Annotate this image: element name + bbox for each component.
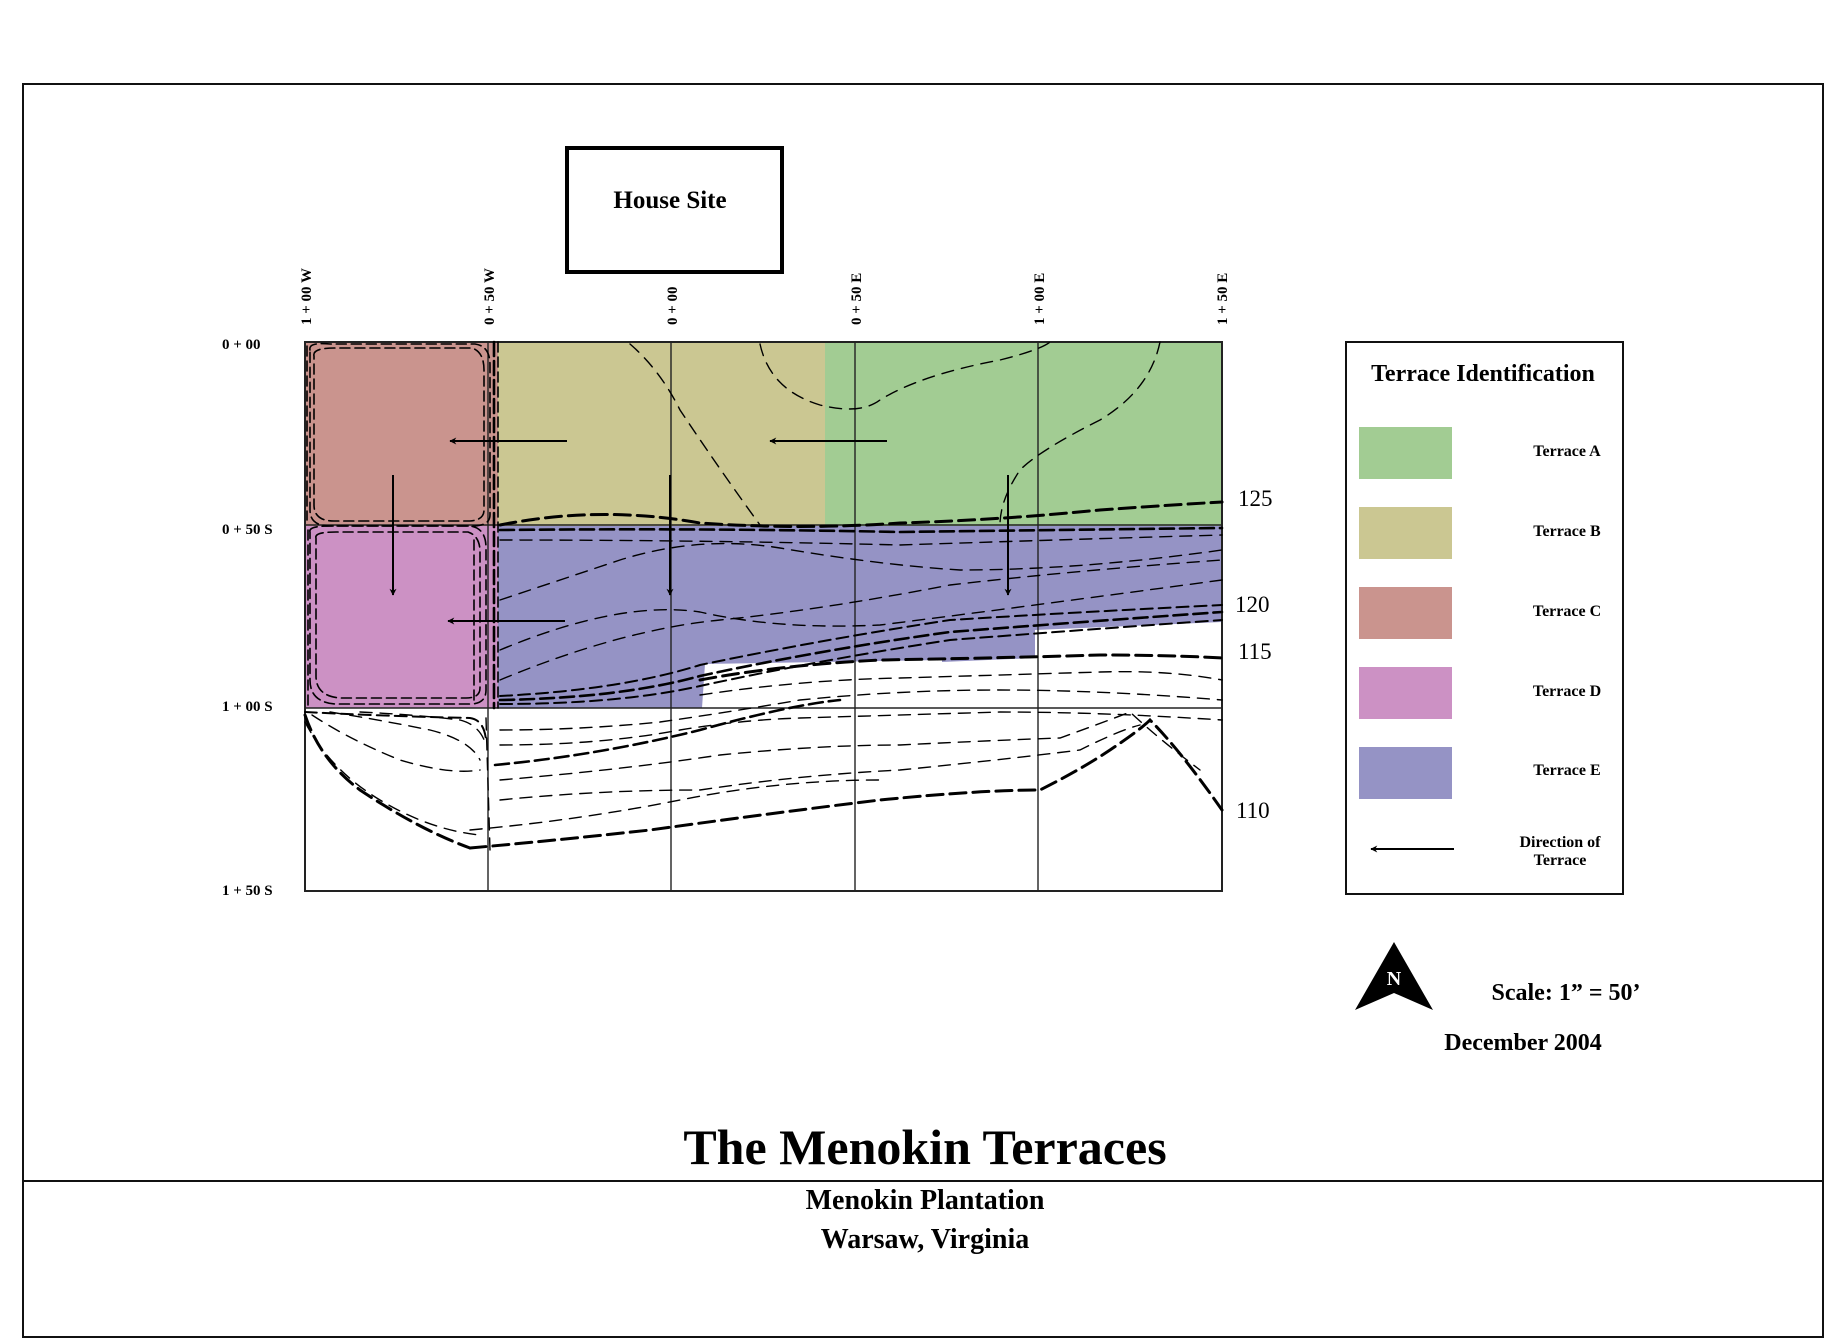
col-label: 1 + 00 W	[299, 268, 315, 325]
legend-swatch	[1359, 507, 1452, 559]
legend-label: Terrace B	[1533, 523, 1601, 540]
terrace-a-region	[825, 342, 1222, 526]
terrace-d-region	[305, 526, 498, 708]
row-label: 0 + 00	[222, 337, 261, 353]
terrace-c-region	[305, 342, 498, 526]
legend-label: Terrace E	[1533, 762, 1600, 779]
legend-label: Terrace A	[1533, 443, 1601, 460]
contour-labels: 125 120 115 110	[1235, 486, 1273, 823]
grid-column-labels: 1 + 00 W 0 + 50 W 0 + 00 0 + 50 E 1 + 00…	[299, 268, 1231, 325]
map-subtitle: Menokin Plantation	[806, 1185, 1045, 1216]
terrace-e-region	[498, 526, 1222, 708]
contour-label: 115	[1238, 639, 1272, 664]
north-arrow-icon: N	[1355, 942, 1433, 1010]
north-letter: N	[1387, 968, 1402, 990]
legend-direction-label: Terrace	[1534, 852, 1587, 869]
legend-box	[1345, 341, 1624, 895]
contour-label: 110	[1236, 798, 1270, 823]
contour-label: 120	[1235, 592, 1270, 617]
house-site: House Site	[565, 146, 784, 274]
legend-label: Terrace C	[1533, 603, 1601, 620]
map-subtitle: Warsaw, Virginia	[821, 1224, 1029, 1255]
terrace-b-region	[498, 342, 825, 526]
outer-frame	[22, 83, 1824, 1338]
legend-swatch	[1359, 587, 1452, 639]
legend-swatch	[1359, 747, 1452, 799]
terrace-direction-arrows	[389, 437, 1012, 625]
col-label: 0 + 50 W	[482, 268, 498, 325]
grid-row-labels: 0 + 00 0 + 50 S 1 + 00 S 1 + 50 S	[222, 337, 273, 899]
contour-label: 125	[1238, 486, 1273, 511]
legend-swatch	[1359, 427, 1452, 479]
legend-label: Terrace D	[1533, 683, 1601, 700]
map-scale: Scale: 1” = 50’	[1492, 980, 1641, 1006]
row-label: 0 + 50 S	[222, 522, 273, 538]
contour-lines	[303, 340, 1224, 851]
col-label: 1 + 50 E	[1215, 273, 1231, 325]
legend-title: Terrace Identification	[1371, 361, 1595, 387]
legend-direction-label: Direction of	[1519, 834, 1601, 851]
row-label: 1 + 50 S	[222, 883, 273, 899]
col-label: 0 + 00	[665, 286, 681, 325]
col-label: 0 + 50 E	[849, 273, 865, 325]
map-date: December 2004	[1444, 1030, 1602, 1056]
terrace-regions	[305, 342, 1222, 708]
col-label: 1 + 00 E	[1032, 273, 1048, 325]
map-title: The Menokin Terraces	[683, 1119, 1166, 1175]
row-label: 1 + 00 S	[222, 699, 273, 715]
legend: Terrace Identification Terrace A Terrace…	[1345, 341, 1624, 895]
legend-swatch	[1359, 667, 1452, 719]
house-site-label: House Site	[613, 187, 726, 214]
